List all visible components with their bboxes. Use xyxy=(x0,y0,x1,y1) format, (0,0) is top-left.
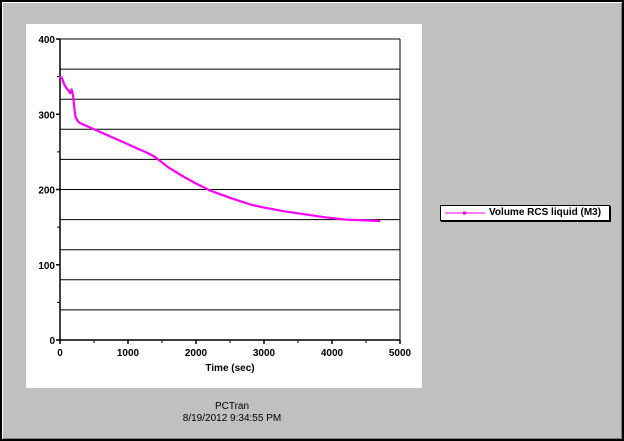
legend-series-label: Volume RCS liquid (M3) xyxy=(489,207,602,218)
data-point xyxy=(106,134,109,137)
data-point xyxy=(69,92,72,95)
data-point xyxy=(378,220,381,223)
data-point xyxy=(73,109,76,112)
x-tick-label: 4000 xyxy=(321,348,344,359)
data-point xyxy=(181,175,184,177)
x-tick-label: 2000 xyxy=(185,348,208,359)
data-point xyxy=(133,146,136,149)
x-tick-label: 5000 xyxy=(389,348,412,359)
data-point xyxy=(76,120,79,122)
data-point xyxy=(167,166,170,169)
data-point xyxy=(324,216,327,219)
data-point xyxy=(113,137,116,140)
data-point xyxy=(72,93,74,96)
data-point xyxy=(154,156,157,159)
data-point xyxy=(229,196,231,199)
footer: PCTran 8/19/2012 9:34:55 PM xyxy=(142,401,322,425)
legend: Volume RCS liquid (M3) xyxy=(440,205,610,221)
data-point xyxy=(79,122,82,125)
data-point xyxy=(74,116,77,119)
data-point xyxy=(93,128,95,131)
data-point xyxy=(99,131,102,134)
data-point xyxy=(82,123,85,126)
x-tick-label: 0 xyxy=(57,348,63,359)
footer-app-name: PCTran xyxy=(214,401,250,412)
legend-series-swatch xyxy=(445,211,485,215)
data-point xyxy=(67,90,70,92)
data-point xyxy=(249,203,252,206)
footer-timestamp: 8/19/2012 9:34:55 PM xyxy=(182,413,282,424)
data-point xyxy=(127,143,129,146)
data-point xyxy=(140,149,143,152)
data-point xyxy=(72,99,75,102)
y-tick-label: 200 xyxy=(38,186,55,197)
data-point xyxy=(344,218,347,221)
data-point xyxy=(283,210,286,213)
data-point xyxy=(195,182,197,185)
y-tick-label: 0 xyxy=(49,336,55,347)
data-point xyxy=(147,152,150,155)
data-point xyxy=(161,161,163,164)
x-axis-label: Time (sec) xyxy=(205,363,254,374)
data-point xyxy=(59,75,61,78)
data-point xyxy=(208,189,211,192)
data-point xyxy=(86,125,89,128)
data-point xyxy=(263,206,265,209)
series-line xyxy=(59,75,380,223)
data-point xyxy=(70,88,73,91)
y-tick-label: 100 xyxy=(38,261,55,272)
data-point xyxy=(120,140,123,143)
x-tick-label: 3000 xyxy=(253,348,276,359)
y-tick-label: 400 xyxy=(38,35,55,46)
y-tick-label: 300 xyxy=(38,110,55,121)
data-point xyxy=(303,213,306,216)
data-point xyxy=(65,87,68,90)
data-point xyxy=(365,219,367,222)
x-tick-label: 1000 xyxy=(117,348,140,359)
data-point xyxy=(63,83,65,86)
plot-panel: 0 100 200 300 400 0 1000 2000 3000 4000 5000 Time (… xyxy=(26,24,422,388)
data-point xyxy=(61,77,63,80)
